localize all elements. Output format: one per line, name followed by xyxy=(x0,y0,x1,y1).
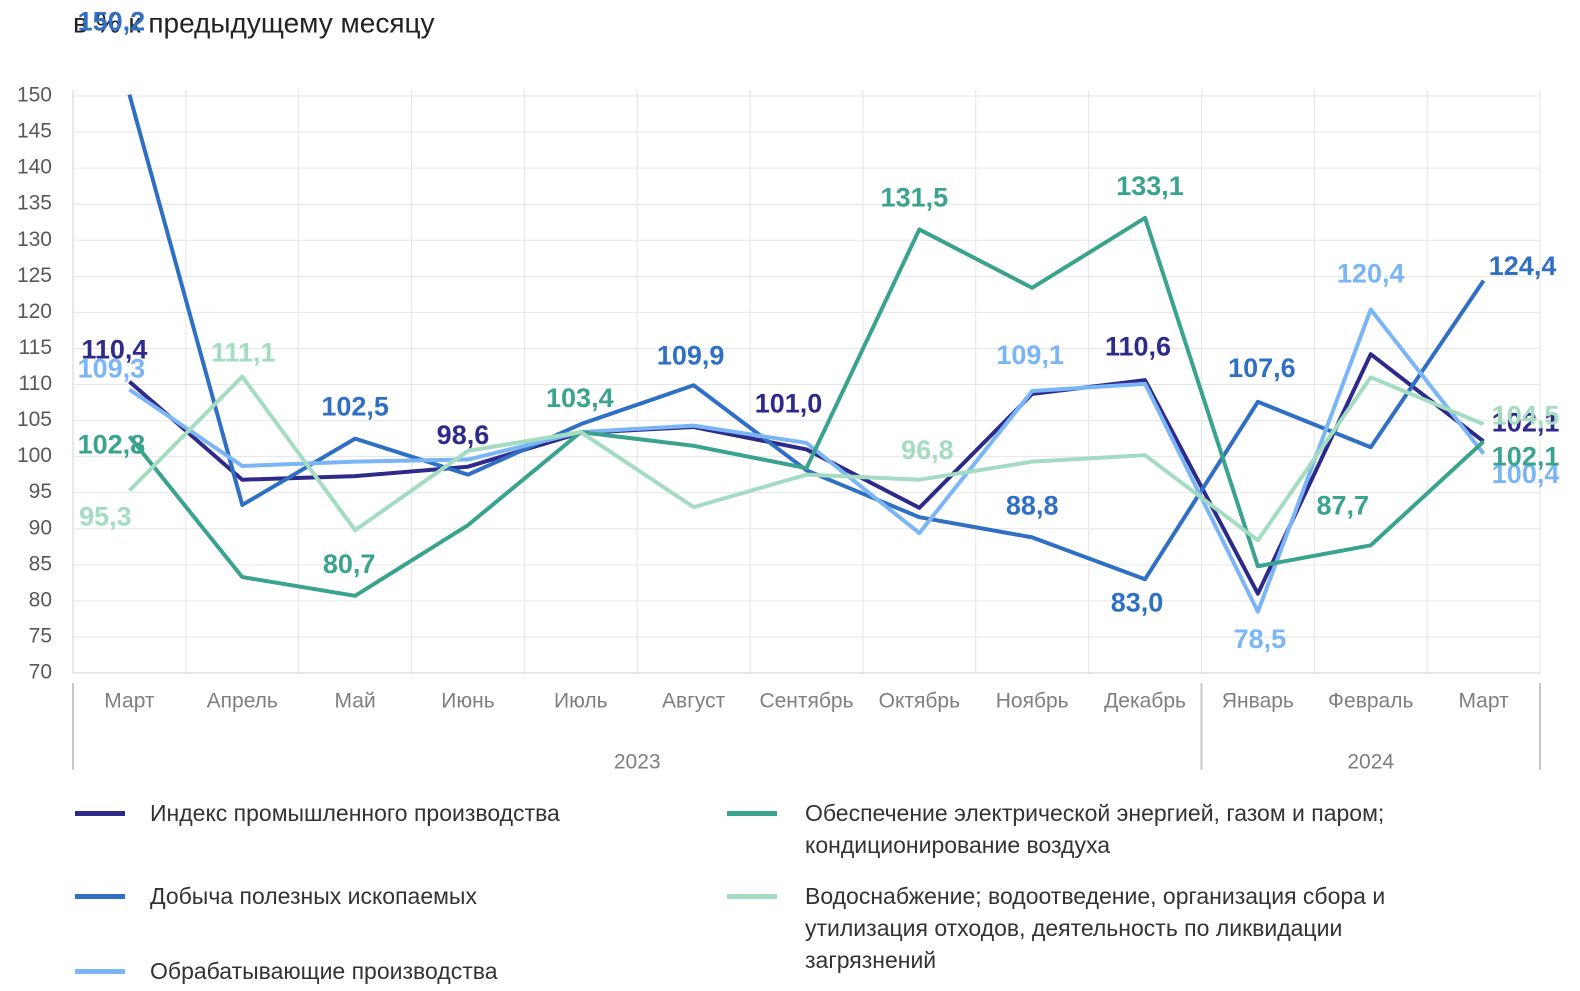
data-label: 124,4 xyxy=(1489,251,1557,281)
x-tick-label: Июнь xyxy=(441,690,494,713)
x-tick-label: Март xyxy=(1458,690,1509,713)
group-label: 2024 xyxy=(1347,751,1394,774)
x-tick-label: Февраль xyxy=(1328,690,1413,713)
y-tick-label: 70 xyxy=(29,661,52,684)
y-tick-label: 145 xyxy=(17,120,52,143)
data-label: 102,8 xyxy=(78,430,146,460)
y-tick-label: 115 xyxy=(19,336,52,359)
data-label: 109,9 xyxy=(657,340,725,370)
y-tick-label: 120 xyxy=(17,300,52,323)
data-label: 87,7 xyxy=(1316,490,1369,520)
series-line xyxy=(128,374,1485,543)
data-label: 133,1 xyxy=(1116,171,1184,201)
legend-swatch xyxy=(727,811,777,816)
chart-subtitle: в % к предыдущему месяцу xyxy=(73,7,435,38)
x-tick-label: Декабрь xyxy=(1104,690,1186,713)
series-line xyxy=(127,215,1485,598)
y-tick-label: 130 xyxy=(17,228,52,251)
x-tick-label: Январь xyxy=(1222,690,1294,713)
y-tick-label: 125 xyxy=(17,264,52,287)
legend-label: Добыча полезных ископаемых xyxy=(150,883,477,909)
data-label: 83,0 xyxy=(1111,587,1164,617)
y-tick-label: 100 xyxy=(17,444,52,467)
data-label: 102,1 xyxy=(1492,442,1560,472)
legend-label: Обрабатывающие производства xyxy=(150,958,498,984)
data-label: 120,4 xyxy=(1337,259,1405,289)
data-label: 107,6 xyxy=(1228,353,1296,383)
x-tick-label: Август xyxy=(662,690,726,713)
data-label: 96,8 xyxy=(901,435,954,465)
data-label: 110,4 xyxy=(81,335,147,365)
series-line xyxy=(128,307,1486,614)
y-tick-label: 105 xyxy=(17,408,52,431)
x-tick-label: Ноябрь xyxy=(996,690,1069,713)
data-label: 110,6 xyxy=(1105,331,1171,361)
legend-label: Водоснабжение; водоотведение, организаци… xyxy=(805,883,1386,973)
y-tick-label: 90 xyxy=(29,516,52,539)
data-label: 103,4 xyxy=(546,383,614,413)
data-label: 101,0 xyxy=(755,389,823,419)
data-label: 104,5 xyxy=(1492,400,1560,430)
x-tick-label: Октябрь xyxy=(879,690,960,713)
legend-label: Индекс промышленного производства xyxy=(150,800,560,826)
data-label: 95,3 xyxy=(79,502,132,532)
x-tick-label: Март xyxy=(104,690,155,713)
y-tick-label: 85 xyxy=(29,552,52,575)
data-label: 78,5 xyxy=(1234,624,1287,654)
group-label: 2023 xyxy=(614,751,661,774)
data-label: 88,8 xyxy=(1006,491,1059,521)
data-label: 100,4 xyxy=(1492,459,1560,489)
data-label: 131,5 xyxy=(881,183,949,213)
y-tick-label: 110 xyxy=(19,372,52,395)
y-tick-label: 75 xyxy=(29,624,52,647)
data-label: 109,1 xyxy=(996,340,1064,370)
y-tick-label: 135 xyxy=(17,192,52,215)
data-label: 102,5 xyxy=(321,392,389,422)
y-tick-label: 80 xyxy=(29,588,52,611)
data-label: 98,6 xyxy=(437,420,490,450)
y-tick-label: 95 xyxy=(29,480,52,503)
x-tick-label: Сентябрь xyxy=(759,690,853,713)
y-tick-label: 140 xyxy=(17,156,52,179)
data-label: 150,2 xyxy=(78,7,146,37)
data-label: 111,1 xyxy=(211,338,276,368)
legend-swatch xyxy=(75,894,125,899)
x-tick-label: Апрель xyxy=(207,690,278,713)
series-line xyxy=(127,94,1486,582)
data-label: 102,1 xyxy=(1492,408,1560,438)
x-tick-label: Май xyxy=(335,690,376,713)
legend-swatch xyxy=(727,894,777,899)
y-tick-label: 150 xyxy=(17,84,52,107)
data-label: 109,3 xyxy=(78,354,146,384)
data-label: 80,7 xyxy=(323,549,376,579)
legend-swatch xyxy=(75,811,125,816)
x-tick-label: Июль xyxy=(554,690,608,713)
legend-swatch xyxy=(75,969,125,974)
legend-label: Обеспечение электрической энергией, газо… xyxy=(805,800,1385,858)
series-line xyxy=(128,352,1485,596)
